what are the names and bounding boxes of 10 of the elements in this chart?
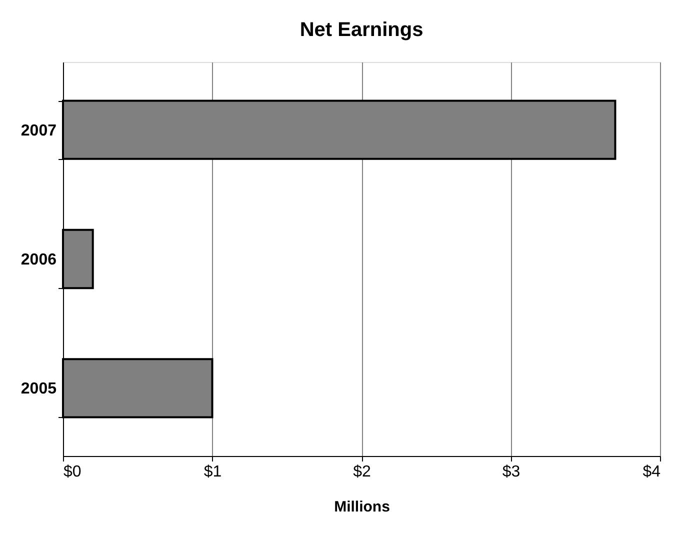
chart-title: Net Earnings: [300, 19, 424, 41]
x-tick-label: $3: [502, 464, 520, 480]
y-tick-label: 2005: [20, 380, 57, 398]
x-tick-label: $0: [64, 464, 82, 480]
x-tick-label: $1: [204, 464, 222, 480]
x-axis-title: Millions: [334, 498, 390, 516]
x-tick-label: $4: [642, 464, 661, 480]
x-tick-label: $2: [353, 464, 371, 480]
y-tick-label: 2006: [20, 252, 57, 268]
y-tick-label: 2007: [20, 122, 57, 140]
